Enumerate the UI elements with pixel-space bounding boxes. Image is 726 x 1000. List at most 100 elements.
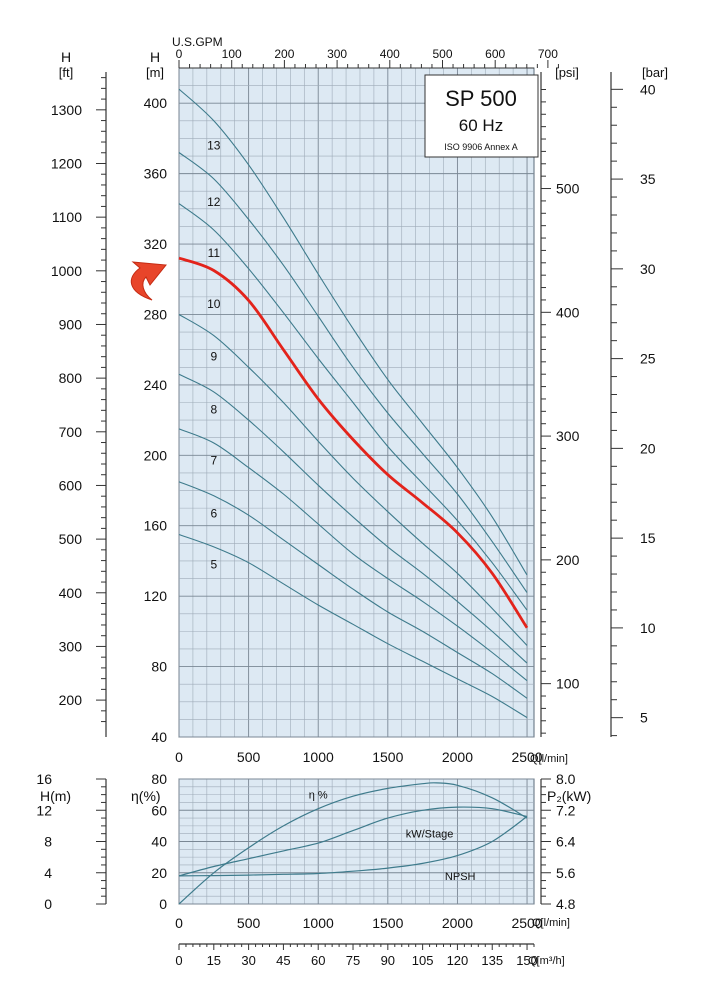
chart-title: SP 500 xyxy=(445,86,517,111)
m3h-axis: 0 15 30 45 60 75 90 105 120 135 150 xyxy=(175,943,538,968)
m3h-tick-label: 15 xyxy=(207,953,221,968)
m-axis-unit: [m] xyxy=(146,65,164,80)
p2-tick-label: 8.0 xyxy=(556,771,576,787)
chart-subtitle: 60 Hz xyxy=(459,116,503,135)
m3h-tick-label: 150 xyxy=(516,953,538,968)
q-tick-label: 1000 xyxy=(303,749,334,765)
ft-tick-label: 700 xyxy=(59,424,83,440)
p2-tick-label: 6.4 xyxy=(556,834,576,850)
m3h-tick-label: 90 xyxy=(381,953,395,968)
stage-curve-12 xyxy=(178,152,528,593)
m3h-tick-label: 30 xyxy=(241,953,255,968)
q-tick-label: 0 xyxy=(175,749,183,765)
m-tick-label: 240 xyxy=(144,377,168,393)
q-tick-label: 1500 xyxy=(372,915,403,931)
stage-curve-6 xyxy=(178,481,528,699)
m-axis-title: H [m] xyxy=(146,49,164,80)
h-tick-label: 12 xyxy=(36,802,52,818)
stage-curve-7 xyxy=(178,428,528,682)
ft-tick-label: 1300 xyxy=(51,102,82,118)
h-tick-label: 16 xyxy=(36,771,52,787)
stage-label-7: 7 xyxy=(210,454,217,468)
psi-tick-label: 200 xyxy=(556,552,580,568)
q-tick-label: 2000 xyxy=(442,915,473,931)
bar-tick-label: 10 xyxy=(640,620,656,636)
ft-tick-label: 800 xyxy=(59,370,83,386)
m3h-tick-label: 60 xyxy=(311,953,325,968)
main-chart-grid xyxy=(178,67,535,738)
gpm-tick-label: 600 xyxy=(485,47,505,61)
m3h-tick-label: 75 xyxy=(346,953,360,968)
ft-axis-unit: [ft] xyxy=(59,65,73,80)
stage-label-13: 13 xyxy=(207,138,221,152)
curve-label-power: kW/Stage xyxy=(406,829,454,841)
curve-power xyxy=(178,806,528,877)
h-tick-label: 0 xyxy=(44,896,52,912)
ft-tick-label: 300 xyxy=(59,638,83,654)
h-axis-title: H(m) xyxy=(40,788,71,804)
h-tick-label: 4 xyxy=(44,865,52,881)
gpm-tick-label: 400 xyxy=(380,47,400,61)
p2-tick-label: 7.2 xyxy=(556,802,576,818)
psi-tick-label: 500 xyxy=(556,181,580,197)
psi-axis-title: [psi] xyxy=(555,65,579,80)
stage-curve-13 xyxy=(178,88,528,576)
eta-tick-label: 20 xyxy=(151,865,167,881)
m-tick-label: 320 xyxy=(144,236,168,252)
stage-label-5: 5 xyxy=(210,557,217,571)
main-x-axis-title: Q[l/min] xyxy=(530,753,568,765)
ft-tick-label: 400 xyxy=(59,585,83,601)
gpm-tick-label: 200 xyxy=(274,47,294,61)
stage-label-6: 6 xyxy=(210,506,217,520)
title-box: SP 500 60 Hz ISO 9906 Annex A xyxy=(424,74,539,158)
bar-tick-label: 25 xyxy=(640,351,656,367)
eta-tick-label: 60 xyxy=(151,802,167,818)
bottom-x-axis-title: Q[l/min] xyxy=(532,917,570,929)
curve-label-efficiency: η % xyxy=(309,790,328,802)
q-tick-label: 0 xyxy=(175,915,183,931)
curve-efficiency xyxy=(178,782,528,905)
ft-tick-label: 1000 xyxy=(51,263,82,279)
bottom-chart-axes: 0 20 40 60 80 0 4 8 12 16 4.8 5.6 6.4 7.2 8.0 0 500 1000 1… xyxy=(36,771,575,931)
svg-text:H: H xyxy=(150,49,160,65)
q-tick-label: 500 xyxy=(237,915,261,931)
q-tick-label: 2000 xyxy=(442,749,473,765)
eta-tick-label: 40 xyxy=(151,834,167,850)
eta-tick-label: 0 xyxy=(159,896,167,912)
bar-tick-label: 20 xyxy=(640,440,656,456)
gpm-tick-label: 700 xyxy=(538,47,558,61)
m-tick-label: 200 xyxy=(144,447,168,463)
m3h-tick-label: 135 xyxy=(481,953,503,968)
m-tick-label: 360 xyxy=(144,166,168,182)
q-tick-label: 1500 xyxy=(372,749,403,765)
highlight-arrow-icon xyxy=(130,261,167,301)
stage-label-12: 12 xyxy=(207,195,221,209)
bar-tick-label: 5 xyxy=(640,710,648,726)
m3h-tick-label: 0 xyxy=(175,953,182,968)
gpm-tick-label: 300 xyxy=(327,47,347,61)
ft-tick-label: 900 xyxy=(59,316,83,332)
m-tick-label: 400 xyxy=(144,95,168,111)
ft-tick-label: 200 xyxy=(59,692,83,708)
top-axis-label: U.S.GPM xyxy=(172,35,223,49)
psi-tick-label: 100 xyxy=(556,676,580,692)
m-tick-label: 80 xyxy=(151,659,167,675)
m-tick-label: 160 xyxy=(144,518,168,534)
bar-tick-label: 40 xyxy=(640,81,656,97)
ft-axis-title: H [ft] xyxy=(59,49,73,80)
gpm-tick-label: 0 xyxy=(176,47,183,61)
bar-axis-title: [bar] xyxy=(642,65,668,80)
gpm-tick-label: 500 xyxy=(432,47,452,61)
q-tick-label: 2500 xyxy=(511,749,542,765)
eta-tick-label: 80 xyxy=(151,771,167,787)
bottom-chart-grid xyxy=(178,778,535,905)
bar-tick-label: 30 xyxy=(640,261,656,277)
q-tick-label: 500 xyxy=(237,749,261,765)
head-curves: 13 12 11 10 9 8 7 6 5 xyxy=(178,88,529,719)
h-tick-label: 8 xyxy=(44,834,52,850)
curve-npsh xyxy=(178,816,528,877)
m3h-axis-title: Q[m³/h] xyxy=(528,955,565,967)
bar-tick-label: 35 xyxy=(640,171,656,187)
stage-label-8: 8 xyxy=(210,403,217,417)
